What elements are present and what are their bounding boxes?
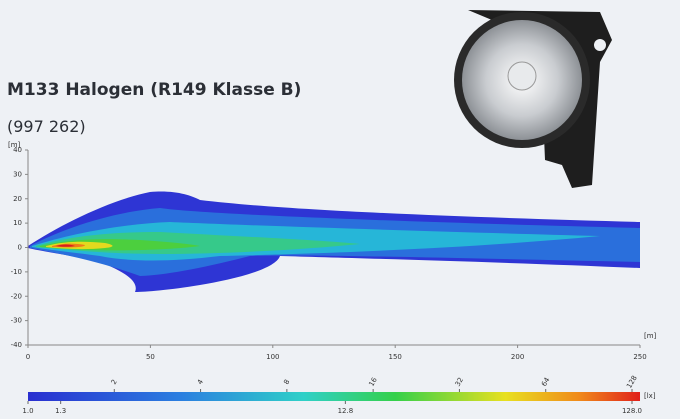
- y-tick-label: 0: [18, 244, 22, 252]
- y-tick-label: -10: [11, 268, 22, 276]
- y-tick-label: 40: [13, 146, 22, 154]
- colorbar-tick-label: 12.8: [338, 407, 354, 415]
- y-tick-label: -40: [11, 341, 22, 349]
- colorbar-tick-label: 1.3: [55, 407, 66, 415]
- title: M133 Halogen (R149 Klasse B): [7, 80, 302, 100]
- x-tick-label: 0: [26, 353, 30, 361]
- y-tick-label: -30: [11, 317, 22, 325]
- x-tick-label: 50: [146, 353, 155, 361]
- colorbar-level-label: 128: [625, 374, 639, 390]
- x-tick-label: 250: [633, 353, 646, 361]
- y-tick-label: 10: [13, 219, 22, 227]
- y-axis-unit: [m]: [8, 141, 21, 149]
- y-tick-label: 20: [13, 195, 22, 203]
- colorbar-unit: [lx]: [644, 392, 656, 400]
- isolux-contours: [28, 191, 640, 292]
- subtitle: (997 262): [7, 117, 86, 136]
- colorbar-tick-label: 1.0: [22, 407, 33, 415]
- colorbar-tick-label: 128.0: [622, 407, 642, 415]
- x-tick-label: 100: [266, 353, 279, 361]
- x-tick-label: 200: [511, 353, 524, 361]
- colorbar: [28, 392, 640, 401]
- colorbar-level-label: 4: [196, 378, 205, 386]
- colorbar-level-label: 8: [282, 378, 291, 386]
- y-tick-label: -20: [11, 292, 22, 300]
- x-axis-unit: [m]: [644, 332, 657, 340]
- lamp-image: [454, 10, 612, 188]
- colorbar-level-label: 32: [454, 376, 465, 388]
- colorbar-level-label: 2: [110, 378, 119, 386]
- x-tick-label: 150: [389, 353, 402, 361]
- colorbar-level-label: 64: [540, 376, 552, 388]
- colorbar-level-label: 16: [367, 376, 379, 388]
- y-tick-label: 30: [13, 170, 22, 178]
